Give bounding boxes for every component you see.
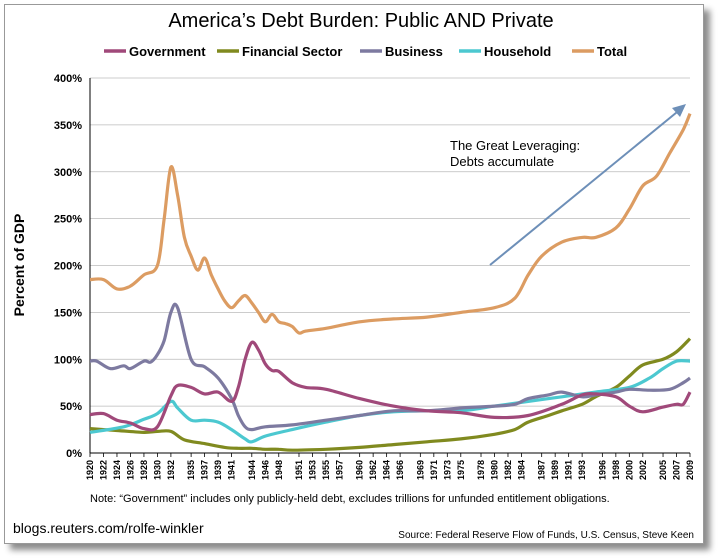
x-tick-label: 1946 bbox=[260, 460, 270, 480]
x-tick-label: 1926 bbox=[125, 460, 135, 480]
x-tick-label: 1987 bbox=[537, 460, 547, 480]
y-tick-label: 100% bbox=[54, 354, 82, 366]
chart-frame bbox=[4, 4, 704, 544]
legend-label: Government bbox=[129, 44, 206, 59]
series-line-household bbox=[89, 358, 691, 444]
x-tick-label: 1928 bbox=[139, 460, 149, 480]
arrow-head bbox=[672, 104, 686, 117]
x-tick-label: 1966 bbox=[395, 460, 405, 480]
legend: Government Financial Sector Business Househ… bbox=[104, 44, 627, 59]
x-tick-label: 1953 bbox=[307, 460, 317, 480]
x-tick-label: 1920 bbox=[85, 460, 95, 480]
x-tick-label: 1973 bbox=[442, 460, 452, 480]
x-tick-label: 1982 bbox=[503, 460, 513, 480]
x-tick-label: 1935 bbox=[186, 460, 196, 480]
y-tick-label: 200% bbox=[54, 261, 82, 273]
x-tick-label: 1957 bbox=[334, 460, 344, 480]
x-tick-label: 2002 bbox=[638, 460, 648, 480]
x-tick-label: 1989 bbox=[550, 460, 560, 480]
series-line-government bbox=[89, 340, 692, 432]
grid bbox=[89, 77, 690, 454]
y-tick-label: 50% bbox=[60, 401, 82, 413]
x-tick-label: 1960 bbox=[355, 460, 365, 480]
x-tick-label: 1978 bbox=[476, 460, 486, 480]
x-tick-label: 1924 bbox=[112, 460, 122, 480]
x-tick-label: 2005 bbox=[658, 460, 668, 480]
annotation-line2: Debts accumulate bbox=[450, 154, 554, 169]
x-tick-label: 2000 bbox=[624, 460, 634, 480]
y-axis-label: Percent of GDP bbox=[11, 214, 27, 317]
x-tick-label: 1971 bbox=[429, 460, 439, 480]
x-tick-label: 1937 bbox=[200, 460, 210, 480]
y-tick-label: 350% bbox=[54, 120, 82, 132]
series-line-financial-sector bbox=[89, 337, 692, 452]
x-tick-label: 1991 bbox=[564, 460, 574, 480]
x-tick-label: 1984 bbox=[516, 460, 526, 480]
x-tick-label: 1930 bbox=[152, 460, 162, 480]
credit: blogs.reuters.com/rolfe-winkler bbox=[13, 520, 204, 536]
y-tick-label: 0% bbox=[66, 448, 82, 460]
source: Source: Federal Reserve Flow of Funds, U… bbox=[398, 530, 694, 541]
x-tick-label: 1922 bbox=[98, 460, 108, 480]
x-tick-label: 2009 bbox=[685, 460, 695, 480]
note: Note: “Government” includes only publicl… bbox=[90, 493, 610, 505]
y-tick-label: 400% bbox=[54, 73, 82, 85]
y-tick-label: 300% bbox=[54, 167, 82, 179]
x-tick-label: 1998 bbox=[611, 460, 621, 480]
x-tick-label: 1955 bbox=[321, 460, 331, 480]
legend-label: Business bbox=[385, 44, 443, 59]
x-tick-label: 1962 bbox=[368, 460, 378, 480]
x-axis-ticks: 1920 1922 1924 1926 1928 1930 1932 1935 1937 1939… bbox=[85, 453, 695, 480]
x-tick-label: 1944 bbox=[247, 460, 257, 480]
x-tick-label: 1939 bbox=[213, 460, 223, 480]
chart-title: America’s Debt Burden: Public AND Privat… bbox=[168, 10, 553, 32]
x-tick-label: 1932 bbox=[166, 460, 176, 480]
x-tick-label: 1980 bbox=[489, 460, 499, 480]
series-line-total bbox=[89, 112, 692, 335]
series-lines bbox=[89, 112, 692, 452]
x-tick-label: 1951 bbox=[294, 460, 304, 480]
y-axis-ticks: 0% 50% 100% 150% 200% 250% 300% 350% 400% bbox=[54, 73, 82, 460]
x-tick-label: 1969 bbox=[415, 460, 425, 480]
y-tick-label: 250% bbox=[54, 214, 82, 226]
x-tick-label: 2007 bbox=[672, 460, 682, 480]
x-tick-label: 1975 bbox=[456, 460, 466, 480]
x-tick-label: 1993 bbox=[577, 460, 587, 480]
x-tick-label: 1948 bbox=[274, 460, 284, 480]
annotation-line1: The Great Leveraging: bbox=[450, 138, 580, 153]
legend-label: Financial Sector bbox=[242, 44, 342, 59]
x-tick-label: 1964 bbox=[382, 460, 392, 480]
x-tick-label: 1941 bbox=[227, 460, 237, 480]
x-tick-label: 1996 bbox=[597, 460, 607, 480]
leverage-arrow bbox=[489, 107, 683, 266]
legend-label: Total bbox=[597, 44, 627, 59]
y-tick-label: 150% bbox=[54, 307, 82, 319]
legend-label: Household bbox=[484, 44, 551, 59]
